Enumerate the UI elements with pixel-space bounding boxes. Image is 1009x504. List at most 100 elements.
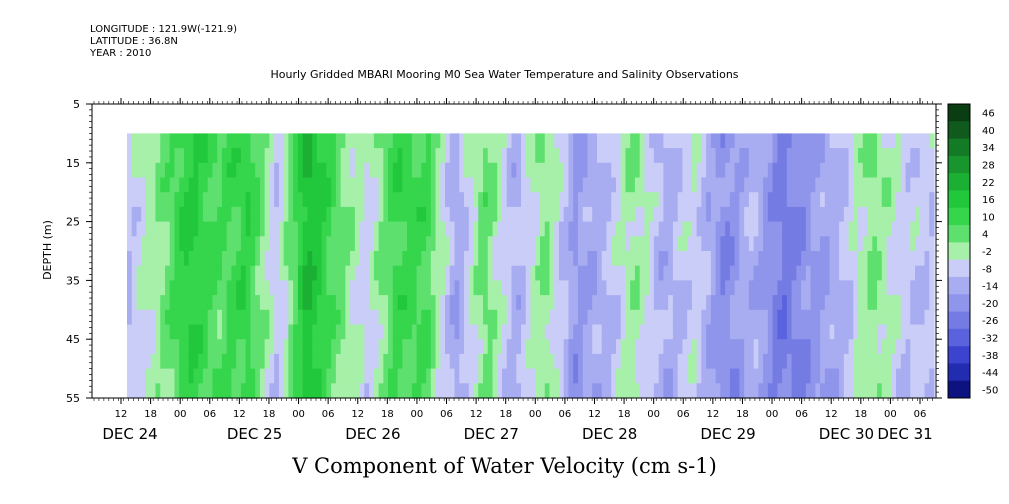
heatmap-cell xyxy=(639,192,646,208)
heatmap-cell xyxy=(924,206,930,223)
heatmap-cell xyxy=(169,221,176,237)
heatmap-cell xyxy=(378,221,384,237)
heatmap-cell xyxy=(169,192,176,208)
heatmap-cell xyxy=(174,177,180,193)
heatmap-cell xyxy=(577,162,584,179)
heatmap-cell xyxy=(264,324,271,340)
heatmap-cell xyxy=(236,236,242,252)
heatmap-cell xyxy=(369,236,375,252)
heatmap-cell xyxy=(449,251,456,267)
heatmap-cell xyxy=(449,221,456,237)
heatmap-cell xyxy=(915,339,921,355)
heatmap-cell xyxy=(435,339,441,355)
heatmap-cell xyxy=(326,236,332,252)
heatmap-cell xyxy=(611,236,617,252)
heatmap-cell xyxy=(468,221,475,237)
heatmap-cell xyxy=(217,236,223,252)
heatmap-cell xyxy=(601,368,608,384)
heatmap-cell xyxy=(929,162,935,179)
heatmap-cell xyxy=(615,221,622,237)
heatmap-cell xyxy=(715,309,721,326)
heatmap-cell xyxy=(435,133,441,149)
heatmap-cell xyxy=(359,236,365,252)
heatmap-cell xyxy=(492,383,498,399)
heatmap-cell xyxy=(250,133,256,149)
heatmap-cell xyxy=(240,353,247,370)
heatmap-cell xyxy=(535,324,541,340)
heatmap-cell xyxy=(264,280,271,296)
heatmap-cell xyxy=(497,192,503,208)
heatmap-cell xyxy=(725,353,731,370)
x-tick-label: 18 xyxy=(381,409,394,420)
heatmap-cell xyxy=(853,295,859,311)
heatmap-cell xyxy=(459,324,465,340)
heatmap-cell xyxy=(202,192,209,208)
heatmap-cell xyxy=(801,383,807,399)
heatmap-cell xyxy=(483,162,489,179)
heatmap-cell xyxy=(516,133,522,149)
heatmap-cell xyxy=(577,280,584,296)
heatmap-cell xyxy=(767,368,774,384)
heatmap-cell xyxy=(392,265,399,281)
heatmap-cell xyxy=(848,339,854,355)
heatmap-cell xyxy=(891,353,897,370)
heatmap-cell xyxy=(535,192,541,208)
heatmap-cell xyxy=(687,265,693,281)
heatmap-cell xyxy=(426,192,432,208)
heatmap-cell xyxy=(525,324,532,340)
heatmap-cell xyxy=(312,324,318,340)
heatmap-cell xyxy=(758,265,764,281)
heatmap-cell xyxy=(506,206,513,223)
x-day-label: DEC 31 xyxy=(877,425,932,443)
heatmap-cell xyxy=(867,265,873,281)
heatmap-cell xyxy=(307,148,313,164)
heatmap-cell xyxy=(896,324,902,340)
heatmap-cell xyxy=(701,177,707,193)
heatmap-cell xyxy=(402,177,408,193)
heatmap-cell xyxy=(155,295,161,311)
heatmap-cell xyxy=(354,309,361,326)
heatmap-cell xyxy=(364,236,370,252)
heatmap-cell xyxy=(824,177,831,193)
heatmap-cell xyxy=(127,221,133,237)
heatmap-cell xyxy=(516,148,522,164)
heatmap-cell xyxy=(687,280,693,296)
heatmap-cell xyxy=(350,162,356,179)
heatmap-cell xyxy=(805,309,812,326)
heatmap-cell xyxy=(502,383,508,399)
heatmap-cell xyxy=(440,236,446,252)
heatmap-cell xyxy=(145,309,152,326)
heatmap-cell xyxy=(250,221,256,237)
heatmap-cell xyxy=(487,368,494,384)
heatmap-cell xyxy=(183,192,190,208)
heatmap-cell xyxy=(350,192,356,208)
heatmap-cell xyxy=(136,221,142,237)
heatmap-cell xyxy=(221,133,228,149)
heatmap-cell xyxy=(464,206,470,223)
heatmap-cell xyxy=(539,236,546,252)
heatmap-cell xyxy=(255,368,261,384)
heatmap-cell xyxy=(145,236,152,252)
heatmap-cell xyxy=(340,206,346,223)
heatmap-cell xyxy=(402,353,408,370)
heatmap-cell xyxy=(910,324,916,340)
heatmap-cell xyxy=(649,368,655,384)
heatmap-cell xyxy=(715,206,721,223)
heatmap-cell xyxy=(706,148,712,164)
heatmap-cell xyxy=(682,295,688,311)
heatmap-cell xyxy=(729,148,736,164)
heatmap-cell xyxy=(388,353,394,370)
heatmap-cell xyxy=(848,251,854,267)
heatmap-cell xyxy=(577,309,584,326)
heatmap-cell xyxy=(321,236,327,252)
heatmap-cell xyxy=(915,236,921,252)
heatmap-cell xyxy=(649,221,655,237)
heatmap-cell xyxy=(592,206,598,223)
heatmap-cell xyxy=(283,162,289,179)
heatmap-cell xyxy=(786,236,793,252)
heatmap-cell xyxy=(264,383,271,399)
heatmap-cell xyxy=(473,236,479,252)
heatmap-cell xyxy=(454,133,460,149)
heatmap-cell xyxy=(445,368,451,384)
heatmap-cell xyxy=(568,251,574,267)
